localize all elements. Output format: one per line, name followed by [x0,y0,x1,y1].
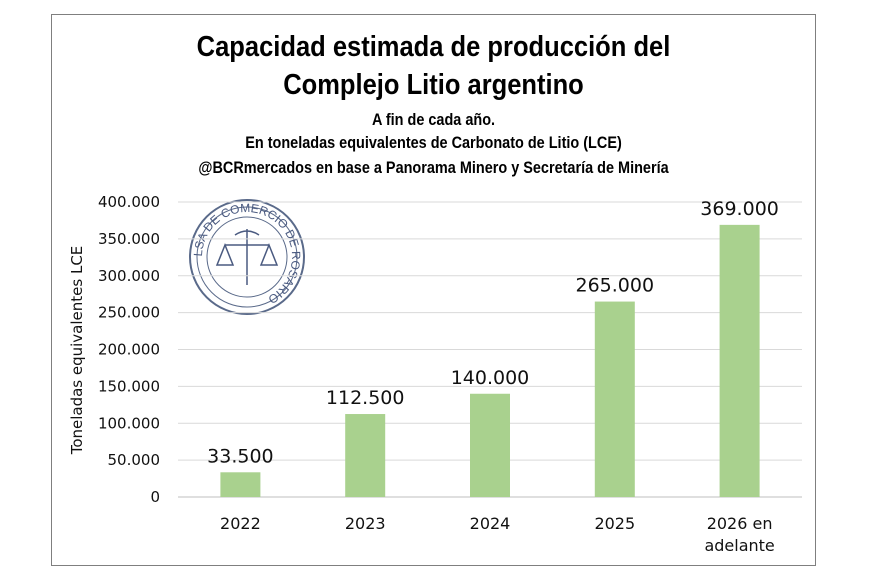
y-axis-label: Toneladas equivalentes LCE [68,246,86,456]
bar [719,224,760,498]
title-line-1: Capacidad estimada de producción del [196,31,671,63]
x-tick-label: 2022 [220,514,261,533]
chart-frame [51,14,816,566]
y-tick-label: 300.000 [98,267,160,285]
subtitle-2: En toneladas equivalentes de Carbonato d… [245,133,622,152]
subtitle-3: @BCRmercados en base a Panorama Minero y… [198,158,669,177]
data-label: 33.500 [207,445,273,467]
x-tick-label: 2025 [594,514,635,533]
x-tick-label: 2026 en [707,514,773,533]
chart-title: Capacidad estimada de producción del Com… [97,28,770,104]
y-tick-label: 250.000 [98,304,160,322]
y-tick-label: 50.000 [108,451,161,469]
subtitle-1: A fin de cada año. [371,110,496,129]
y-tick-label: 400.000 [98,193,160,211]
seal-ring [196,206,298,308]
data-label: 140.000 [451,367,530,389]
scales-caduceus-icon [215,229,279,285]
seal-ring [189,199,305,315]
y-tick-label: 0 [150,488,160,506]
seal-ring [206,216,288,298]
data-label: 369.000 [700,198,779,220]
x-tick-label: 2024 [470,514,511,533]
data-label: 265.000 [576,275,655,297]
bar [345,414,386,497]
seal-logo: BOLSA DE COMERCIO DE ROSARIO [189,199,305,315]
y-tick-label: 100.000 [98,414,160,432]
x-tick-label: 2023 [345,514,386,533]
bar [594,301,635,497]
data-label: 112.500 [326,387,405,409]
y-tick-label: 150.000 [98,377,160,395]
bar [470,393,510,497]
y-tick-label: 350.000 [98,230,160,248]
title-line-2: Complejo Litio argentino [283,69,584,101]
bar [220,472,261,497]
x-tick-label: adelante [704,536,774,555]
y-tick-label: 200.000 [98,341,160,359]
